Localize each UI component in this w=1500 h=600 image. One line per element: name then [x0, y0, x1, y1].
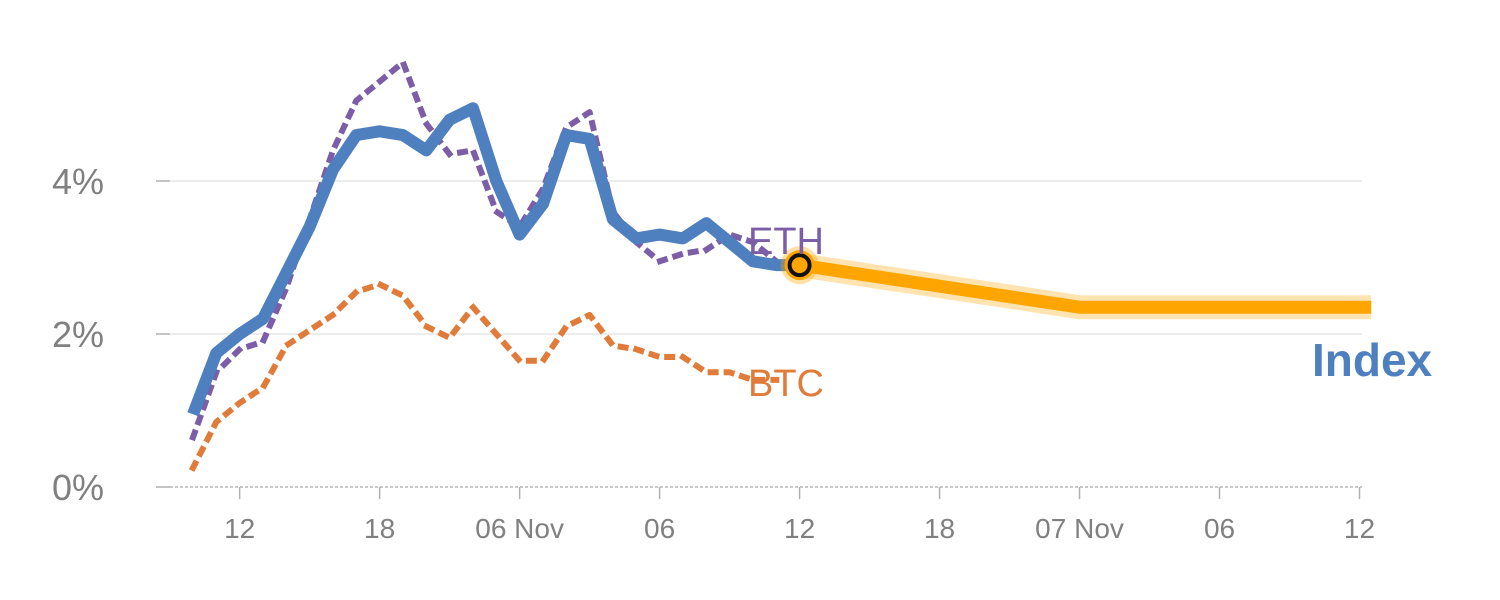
x-tick-label: 12 — [224, 513, 255, 544]
forecast-band-line — [798, 258, 1372, 314]
x-tick-label: 18 — [924, 513, 955, 544]
series-layer — [187, 59, 1372, 472]
index-series-label: Index — [1312, 334, 1433, 386]
x-tick-label: 18 — [364, 513, 395, 544]
x-tick-label: 06 — [1204, 513, 1235, 544]
x-tick-label: 12 — [1344, 513, 1375, 544]
grid-layer — [170, 180, 1362, 335]
y-tick-label: 4% — [52, 161, 104, 202]
y-tick-label: 0% — [52, 467, 104, 508]
label-layer: ETH BTC Index — [748, 221, 1433, 405]
current-point-marker — [787, 253, 812, 278]
marker-layer — [780, 246, 819, 285]
eth-series-label: ETH — [748, 221, 824, 263]
index-series-line — [187, 102, 800, 417]
x-tick-label: 06 — [644, 513, 675, 544]
x-tick-label: 06 Nov — [475, 513, 564, 544]
btc-series-label: BTC — [748, 363, 824, 405]
btc-series-line — [188, 281, 780, 472]
y-tick-label: 2% — [52, 314, 104, 355]
eth-series-line — [189, 59, 781, 442]
x-tick-label: 07 Nov — [1035, 513, 1124, 544]
x-tick-label: 12 — [784, 513, 815, 544]
axis-layer: 0% 2% 4% 12 18 06 Nov 06 12 18 07 Nov 06 12 — [52, 161, 1375, 544]
